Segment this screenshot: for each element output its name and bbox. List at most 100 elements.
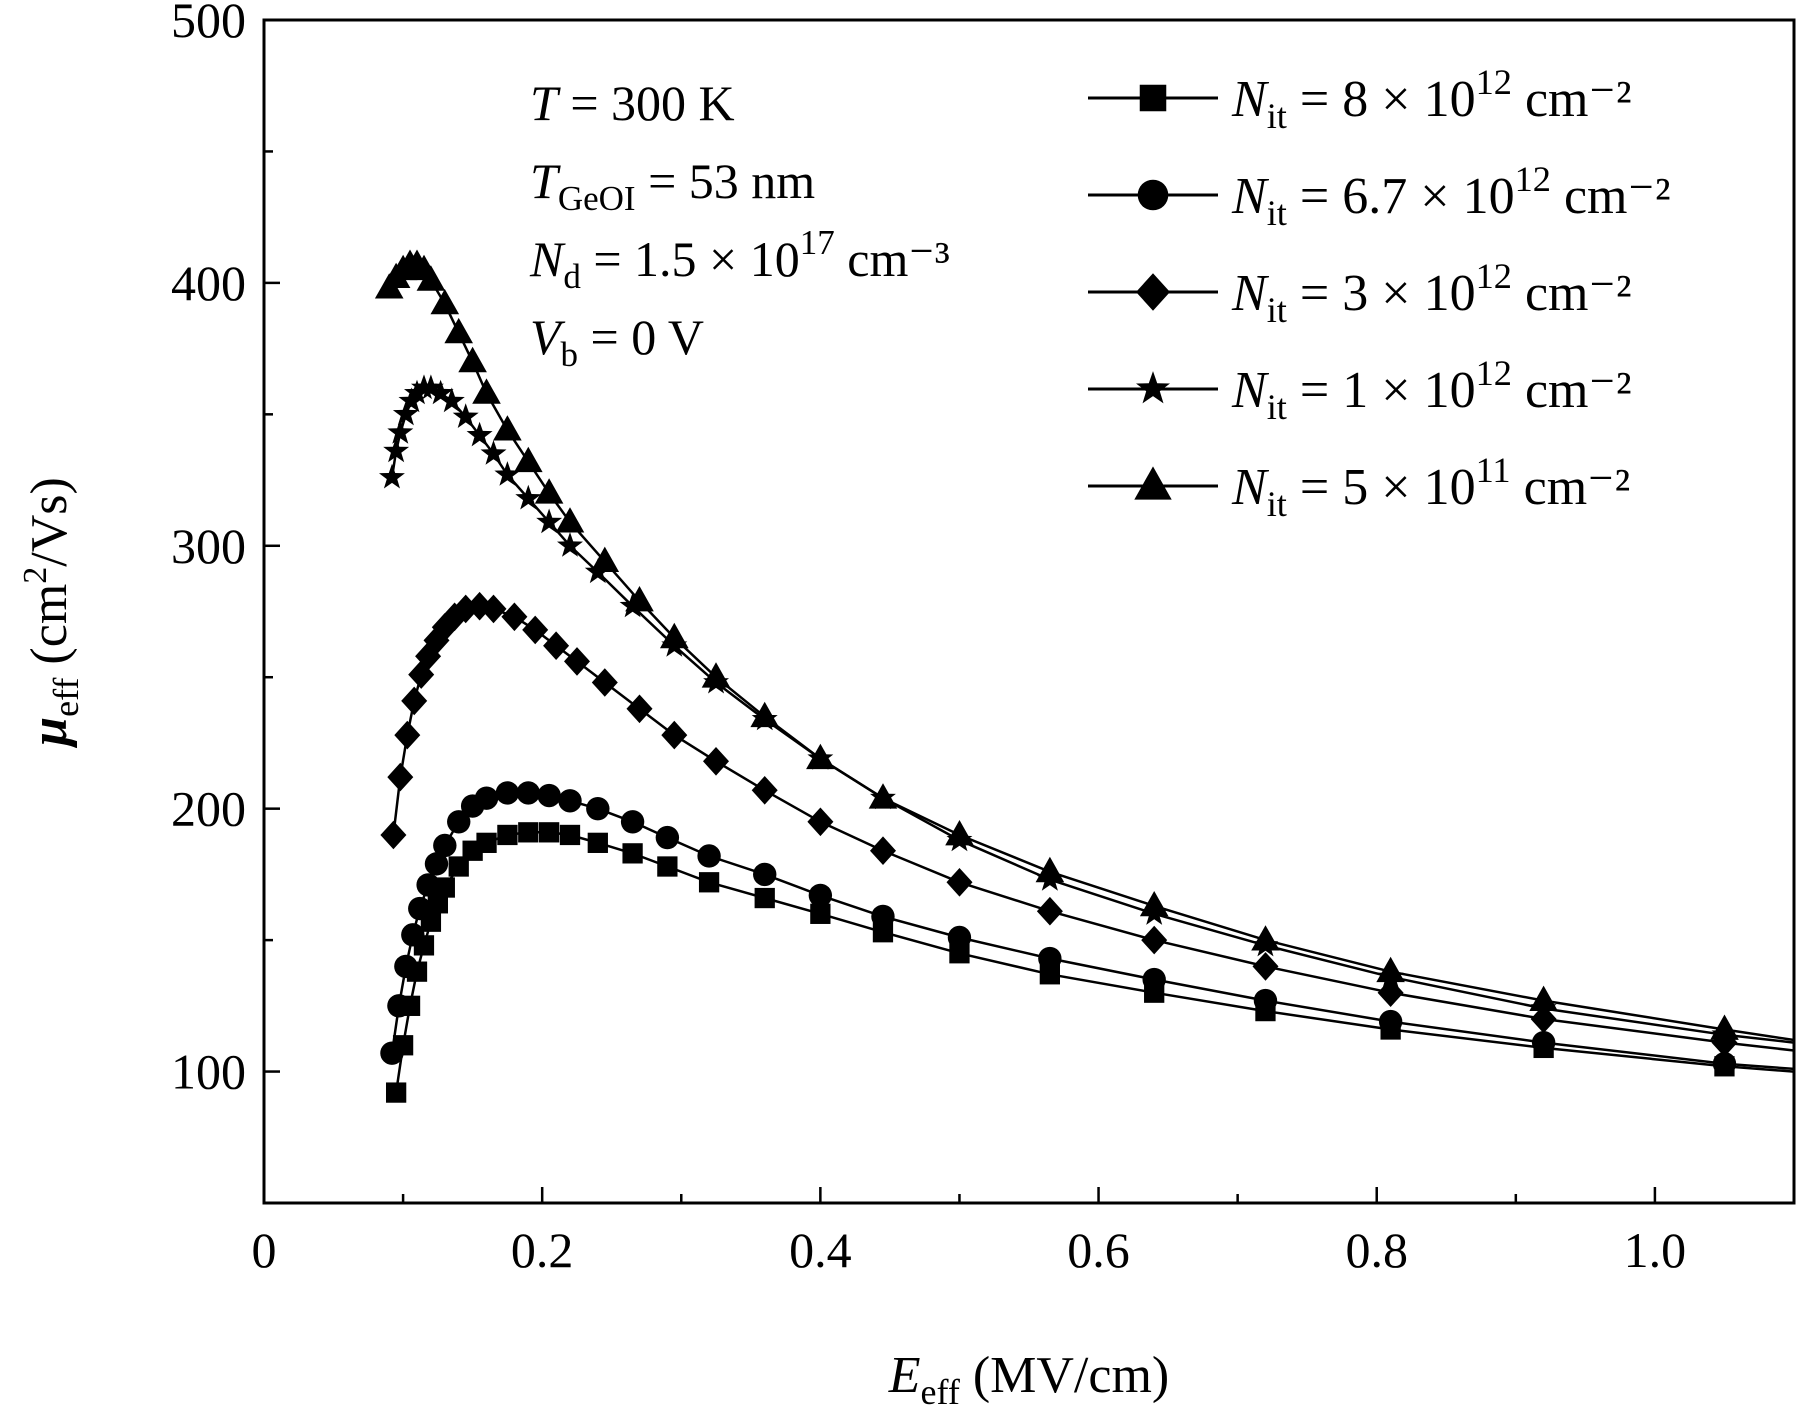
data-point: [557, 532, 583, 557]
data-point: [434, 877, 455, 898]
data-point: [538, 822, 560, 843]
data-point: [480, 440, 507, 465]
data-point: [1529, 985, 1558, 1011]
data-point: [448, 856, 469, 877]
data-point: [751, 776, 778, 805]
data-point: [1141, 925, 1168, 955]
legend-label: Nit = 5 × 1011 cm⁻²: [1231, 450, 1630, 524]
data-point: [807, 807, 834, 837]
data-point: [586, 796, 610, 821]
data-point: [387, 419, 414, 444]
data-point: [810, 903, 831, 924]
data-point: [1377, 978, 1404, 1007]
data-point: [427, 379, 454, 405]
data-point: [458, 346, 487, 373]
data-point: [753, 862, 777, 887]
data-point: [564, 647, 590, 676]
data-point: [379, 463, 405, 489]
legend-marker: [1136, 371, 1170, 404]
data-point: [516, 781, 540, 805]
data-point: [387, 762, 414, 792]
legend-marker: [1134, 466, 1172, 500]
data-point: [472, 378, 501, 404]
x-tick-label: 0.6: [1067, 1222, 1130, 1278]
legend-entry: Nit = 3 × 1012 cm⁻²: [1088, 256, 1632, 330]
data-point: [466, 421, 493, 447]
x-axis-label: Eeff (MV/cm): [888, 1347, 1169, 1412]
legend-label: Nit = 3 × 1012 cm⁻²: [1231, 256, 1632, 330]
series-line: [394, 831, 1795, 1093]
y-tick-label: 300: [171, 518, 246, 574]
data-point: [655, 825, 680, 850]
y-tick-label: 400: [171, 255, 246, 311]
data-point: [387, 994, 411, 1018]
legend: Nit = 8 × 1012 cm⁻² Nit = 6.7 × 1012 cm⁻²…: [1088, 62, 1671, 524]
data-point: [537, 783, 561, 808]
data-point: [433, 833, 457, 858]
series-triangle: [374, 249, 1795, 1042]
axis-labels: Eeff (MV/cm) μeff (cm2/Vs): [17, 477, 1169, 1412]
data-point: [591, 668, 618, 697]
x-tick-label: 0.2: [511, 1222, 574, 1278]
data-point: [543, 631, 570, 660]
data-point: [1378, 1009, 1403, 1034]
data-point: [872, 922, 894, 943]
data-point: [447, 810, 471, 834]
data-point: [949, 943, 970, 964]
data-point: [555, 507, 585, 533]
data-point: [703, 747, 729, 776]
data-point: [416, 873, 440, 897]
data-point: [750, 701, 779, 728]
data-point: [1710, 1014, 1739, 1040]
data-point: [587, 832, 608, 853]
data-point: [806, 743, 835, 770]
data-point: [394, 954, 418, 979]
data-point: [417, 374, 444, 400]
y-axis-label: μeff (cm2/Vs): [17, 477, 86, 749]
data-point: [870, 836, 896, 865]
annotation-line: Vb = 0 V: [530, 309, 704, 374]
data-point: [622, 843, 643, 864]
data-point: [534, 478, 564, 504]
data-point: [1251, 925, 1280, 951]
data-point: [754, 887, 775, 909]
data-point: [495, 781, 520, 805]
data-point: [1038, 946, 1062, 971]
data-point: [515, 484, 542, 510]
x-tick-label: 0: [252, 1222, 277, 1278]
legend-entry: Nit = 8 × 1012 cm⁻²: [1088, 62, 1632, 136]
legend-marker: [1137, 179, 1169, 211]
data-point: [380, 820, 407, 850]
data-point: [1530, 1004, 1557, 1034]
data-point: [1142, 967, 1166, 992]
x-tick-label: 1.0: [1624, 1222, 1687, 1278]
data-point: [661, 720, 688, 750]
data-point: [625, 586, 654, 612]
legend-marker: [1136, 273, 1170, 311]
data-point: [494, 461, 521, 486]
data-point: [1531, 1030, 1556, 1055]
data-point: [438, 387, 465, 413]
data-point: [1252, 952, 1279, 981]
x-tick-label: 0.4: [789, 1222, 852, 1278]
data-point: [620, 810, 645, 834]
data-point: [1376, 956, 1405, 983]
data-point: [657, 856, 678, 877]
data-point: [808, 883, 833, 908]
data-point: [408, 896, 432, 921]
data-point: [947, 925, 972, 950]
axis-ticks: 0 0.2 0.4 0.6 0.8 1.0 100 200 300 400 500: [171, 0, 1796, 1278]
annotation-line: T = 300 K: [530, 75, 735, 131]
data-point: [945, 820, 974, 846]
data-point: [497, 824, 518, 846]
data-point: [698, 872, 720, 893]
data-point: [697, 844, 721, 868]
data-point: [871, 904, 895, 929]
data-point: [474, 786, 499, 810]
data-point: [401, 923, 425, 947]
data-point: [626, 694, 653, 724]
plot-border: [262, 18, 1796, 1205]
data-point: [476, 832, 497, 853]
